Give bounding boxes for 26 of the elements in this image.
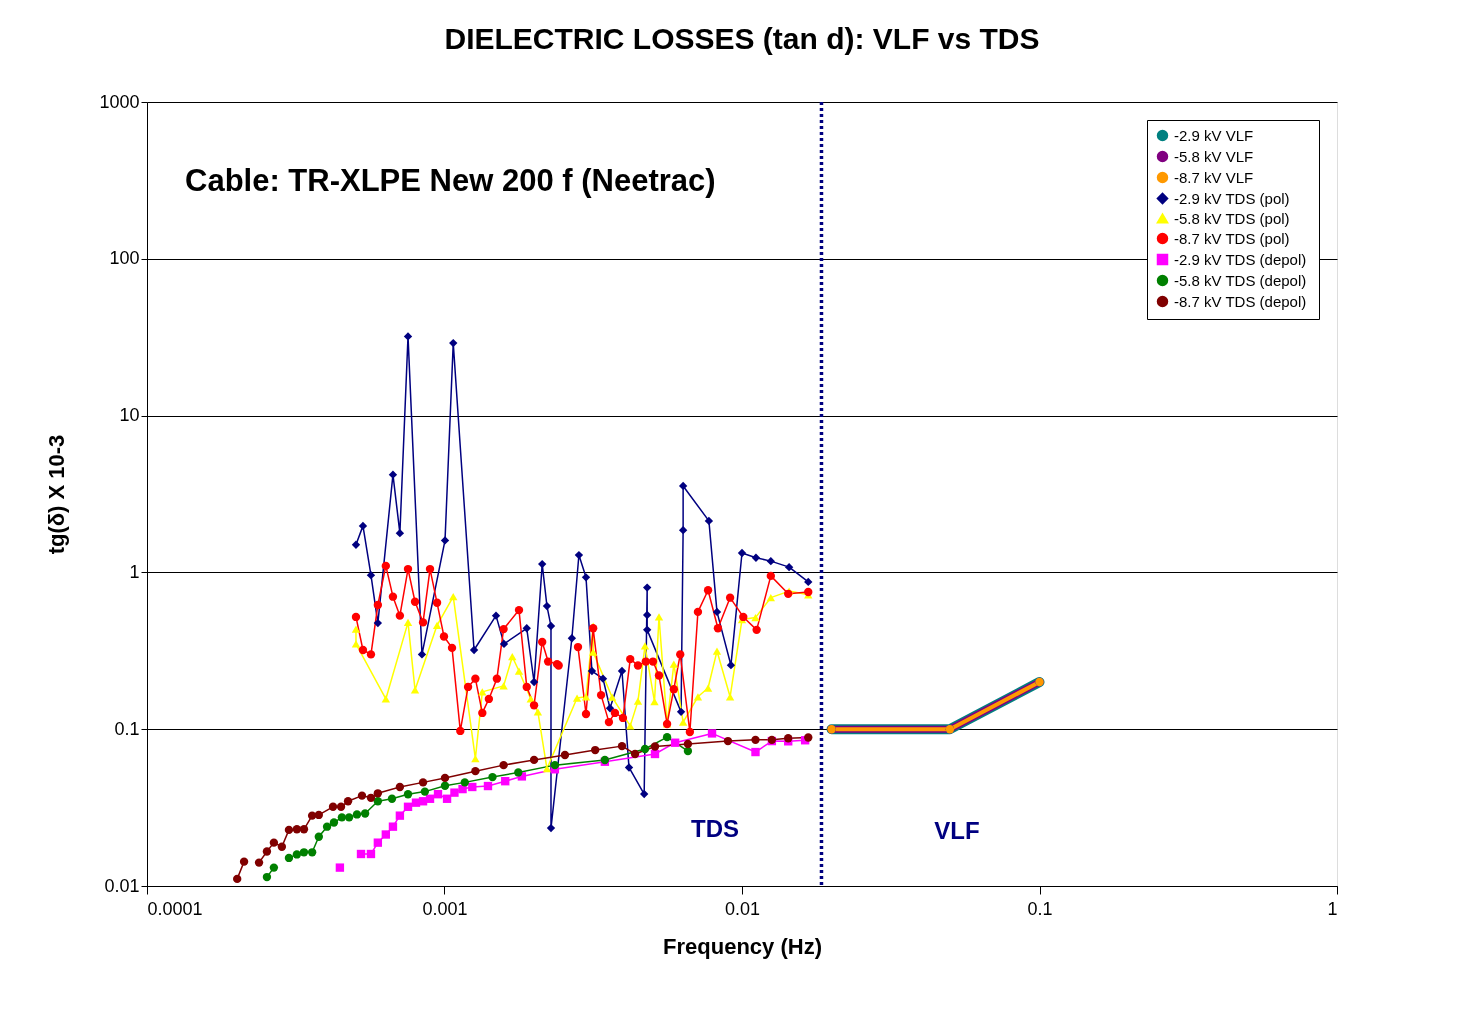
legend-label: -5.8 kV VLF — [1174, 147, 1254, 165]
y-tick-label: 100 — [109, 248, 140, 269]
y-tick-label: 0.01 — [104, 875, 140, 896]
legend-label: -5.8 kV TDS (depol) — [1174, 271, 1307, 289]
y-tick-label: 1 — [129, 561, 140, 582]
legend-label: -2.9 kV TDS (pol) — [1174, 189, 1290, 207]
legend-label: -2.9 kV VLF — [1174, 126, 1254, 144]
x-tick-label: 0.0001 — [147, 898, 203, 919]
annotation: Cable: TR-XLPE New 200 f (Neetrac) — [185, 163, 716, 198]
y-axis-title: tg(δ) X 10-3 — [44, 434, 70, 555]
x-tick-label: 0.001 — [422, 898, 468, 919]
legend-label: -8.7 kV TDS (depol) — [1174, 292, 1307, 310]
y-tick-label: 0.1 — [114, 718, 140, 739]
x-tick-label: 0.1 — [1027, 898, 1053, 919]
x-axis-title: Frequency (Hz) — [663, 933, 822, 959]
chart-title: DIELECTRIC LOSSES (tan d): VLF vs TDS — [444, 22, 1040, 55]
legend-label: -8.7 kV VLF — [1174, 168, 1254, 186]
legend-label: -8.7 kV TDS (pol) — [1174, 229, 1290, 247]
x-tick-label: 0.01 — [724, 898, 761, 919]
legend-label: -5.8 kV TDS (pol) — [1174, 209, 1290, 227]
legend-label: -2.9 kV TDS (depol) — [1174, 250, 1307, 268]
annotation: VLF — [934, 817, 980, 844]
annotation: TDS — [691, 815, 739, 842]
y-tick-label: 10 — [119, 405, 140, 426]
x-tick-label: 1 — [1327, 898, 1338, 919]
y-tick-label: 1000 — [99, 91, 140, 112]
